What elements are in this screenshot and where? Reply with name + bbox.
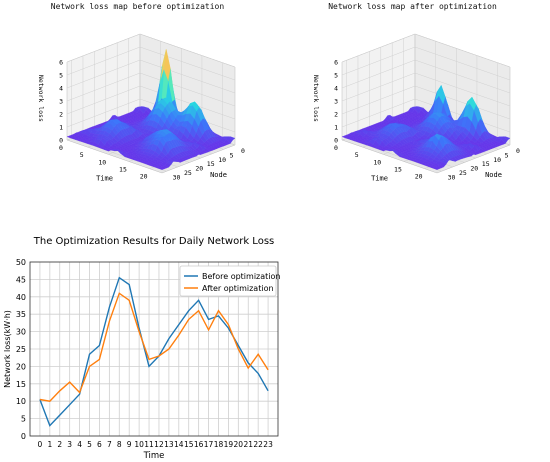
z-tick-label: 4 bbox=[59, 85, 63, 93]
x-tick-label: 6 bbox=[97, 440, 102, 449]
x-tick-label: 9 bbox=[127, 440, 132, 449]
y-tick-label: 30 bbox=[16, 328, 26, 337]
x-tick-label: 18 bbox=[214, 440, 224, 449]
y-tick-label: 20 bbox=[195, 165, 203, 173]
y-tick-label: 10 bbox=[16, 397, 26, 406]
z-axis-label: Network loss bbox=[312, 75, 320, 122]
x-tick-label: 15 bbox=[184, 440, 194, 449]
x-tick-label: 23 bbox=[263, 440, 273, 449]
legend-box bbox=[179, 265, 277, 297]
x-tick-label: 2 bbox=[57, 440, 62, 449]
y-tick-label: 15 bbox=[16, 380, 26, 389]
z-tick-label: 2 bbox=[59, 111, 63, 119]
x-axis-label: Time bbox=[371, 175, 388, 183]
plot-frame bbox=[29, 261, 279, 437]
z-tick-label: 6 bbox=[334, 59, 338, 67]
y-tick-label: 20 bbox=[16, 362, 26, 371]
x-tick-label: 5 bbox=[87, 440, 92, 449]
x-tick-label: 15 bbox=[119, 166, 127, 174]
surface-plot-before: Network loss map before optimization 0 1 2… bbox=[0, 0, 275, 200]
series-line-before bbox=[39, 276, 269, 427]
y-tick-label: 30 bbox=[448, 173, 456, 181]
x-tick-label: 20 bbox=[140, 173, 148, 181]
x-tick-label: 10 bbox=[98, 158, 106, 166]
z-tick-label: 0 bbox=[59, 137, 63, 145]
z-tick-label: 3 bbox=[59, 98, 63, 106]
series-line-after bbox=[39, 292, 269, 402]
x-tick-label: 0 bbox=[334, 144, 338, 152]
x-tick-label: 16 bbox=[194, 440, 204, 449]
y-tick-label: 15 bbox=[482, 160, 490, 168]
y-tick-label: 5 bbox=[230, 151, 234, 159]
surface-plot-after: Network loss map after optimization 0 1 2 3… bbox=[275, 0, 550, 200]
surface-title-before: Network loss map before optimization bbox=[50, 2, 225, 11]
chart-title: The Optimization Results for Daily Netwo… bbox=[33, 236, 275, 247]
x-tick-label: 12 bbox=[154, 440, 164, 449]
x-tick-label: 14 bbox=[174, 440, 184, 449]
y-tick-label: 20 bbox=[470, 165, 478, 173]
daily-loss-line-chart: The Optimization Results for Daily Netwo… bbox=[3, 236, 280, 461]
y-tick-label: 10 bbox=[493, 156, 501, 164]
y-tick-label: 50 bbox=[16, 258, 26, 267]
x-axis-label: Time bbox=[96, 175, 113, 183]
y-tick-label: 0 bbox=[516, 147, 520, 155]
surface-cell bbox=[341, 135, 349, 139]
surface-mesh bbox=[341, 84, 511, 170]
y-tick-label: 0 bbox=[241, 147, 245, 155]
x-tick-label: 20 bbox=[415, 173, 423, 181]
x-tick-label: 10 bbox=[373, 158, 381, 166]
z-tick-label: 5 bbox=[334, 72, 338, 80]
x-tick-label: 5 bbox=[80, 151, 84, 159]
x-tick-label: 20 bbox=[234, 440, 244, 449]
x-tick-label: 21 bbox=[243, 440, 253, 449]
y-axis-label: Node bbox=[485, 171, 502, 179]
z-tick-label: 3 bbox=[334, 98, 338, 106]
x-axis-label: Time bbox=[143, 451, 165, 461]
x-tick-label: 1 bbox=[47, 440, 52, 449]
y-tick-label: 0 bbox=[21, 432, 26, 441]
x-tick-label: 0 bbox=[59, 144, 63, 152]
y-tick-label: 5 bbox=[505, 151, 509, 159]
y-tick-label: 25 bbox=[16, 345, 26, 354]
legend-label: After optimization bbox=[202, 284, 274, 293]
x-tick-label: 22 bbox=[253, 440, 263, 449]
surface-cell bbox=[66, 135, 74, 139]
z-tick-label: 0 bbox=[334, 137, 338, 145]
y-tick-label: 25 bbox=[184, 169, 192, 177]
x-tick-label: 10 bbox=[134, 440, 144, 449]
surface-mesh bbox=[66, 49, 236, 170]
z-tick-label: 4 bbox=[334, 85, 338, 93]
x-tick-label: 19 bbox=[224, 440, 234, 449]
x-tick-label: 8 bbox=[117, 440, 122, 449]
y-tick-label: 10 bbox=[218, 156, 226, 164]
x-tick-label: 5 bbox=[355, 151, 359, 159]
x-tick-label: 11 bbox=[144, 440, 154, 449]
z-axis-label: Network loss bbox=[37, 75, 45, 122]
x-tick-label: 7 bbox=[107, 440, 112, 449]
y-tick-label: 35 bbox=[16, 310, 26, 319]
y-tick-label: 45 bbox=[16, 275, 26, 284]
z-tick-label: 5 bbox=[59, 72, 63, 80]
y-tick-label: 25 bbox=[459, 169, 467, 177]
z-tick-label: 1 bbox=[59, 124, 63, 132]
z-tick-label: 2 bbox=[334, 111, 338, 119]
legend-label: Before optimization bbox=[202, 272, 280, 281]
surface-title-after: Network loss map after optimization bbox=[328, 2, 497, 11]
x-tick-label: 0 bbox=[38, 440, 43, 449]
x-tick-label: 13 bbox=[164, 440, 174, 449]
y-axis-label: Network loss(kW·h) bbox=[3, 310, 12, 388]
y-axis-label: Node bbox=[210, 171, 227, 179]
x-tick-label: 15 bbox=[394, 166, 402, 174]
y-tick-label: 15 bbox=[207, 160, 215, 168]
y-tick-label: 40 bbox=[16, 293, 26, 302]
z-tick-label: 1 bbox=[334, 124, 338, 132]
x-tick-label: 4 bbox=[77, 440, 82, 449]
z-tick-label: 6 bbox=[59, 59, 63, 67]
y-tick-label: 30 bbox=[173, 173, 181, 181]
y-tick-label: 5 bbox=[21, 415, 26, 424]
x-tick-label: 17 bbox=[204, 440, 214, 449]
x-tick-label: 3 bbox=[67, 440, 72, 449]
